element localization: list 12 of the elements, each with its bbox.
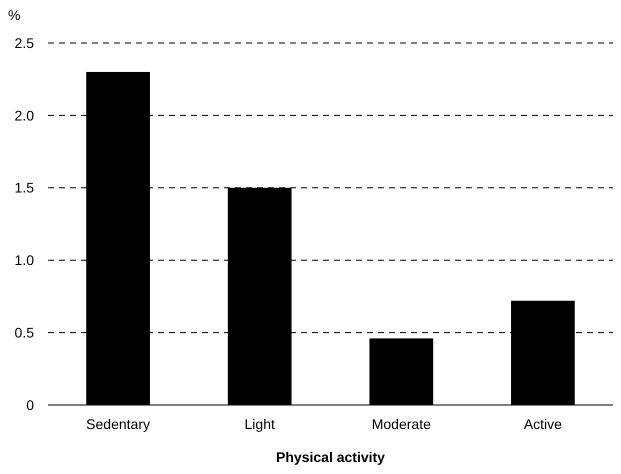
x-tick-label: Sedentary <box>86 416 150 432</box>
y-tick-label: 1.5 <box>14 180 34 196</box>
x-axis-title: Physical activity <box>276 449 386 465</box>
y-tick-label: 0.5 <box>14 324 34 340</box>
x-tick-label: Moderate <box>372 416 432 432</box>
y-tick-label: 2.0 <box>14 107 34 124</box>
y-axis-title: % <box>8 7 20 23</box>
y-tick-label: 0 <box>26 396 34 413</box>
x-tick-label: Light <box>244 416 275 432</box>
x-tick-label: Active <box>524 416 562 432</box>
y-tick-label: 1.0 <box>14 252 34 268</box>
y-tick-label: 2.5 <box>14 34 34 51</box>
